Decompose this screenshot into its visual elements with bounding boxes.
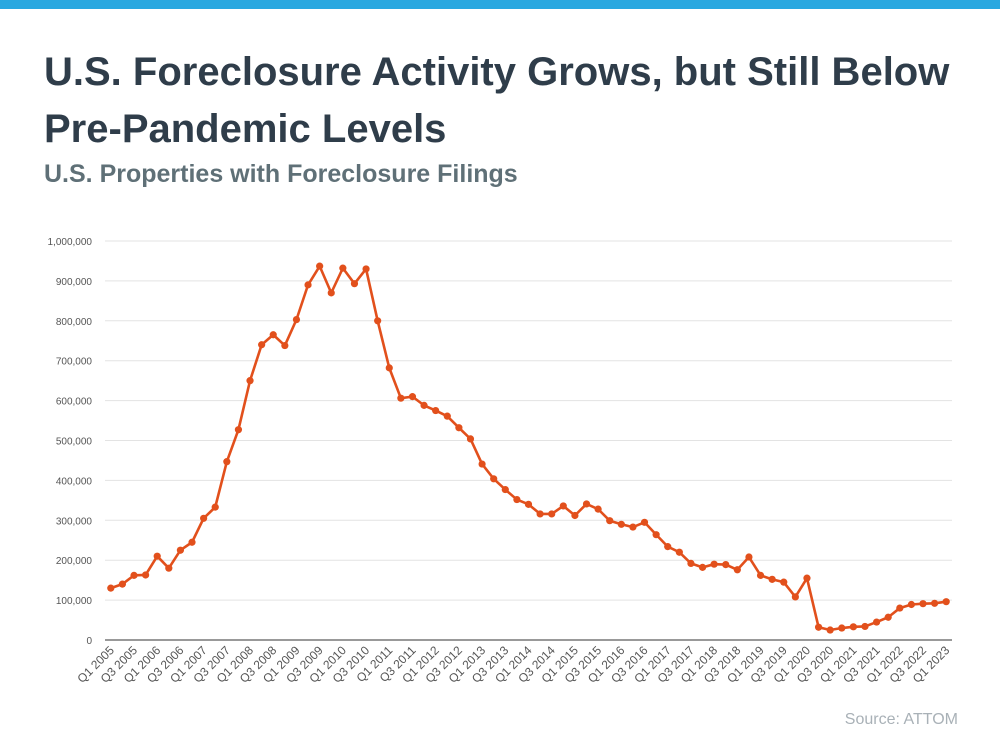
y-tick-label: 300,000 [56, 516, 93, 527]
data-point [861, 622, 869, 631]
data-point [455, 424, 463, 432]
data-point [896, 604, 904, 612]
data-point [107, 584, 115, 592]
y-tick-label: 600,000 [56, 397, 93, 408]
data-point [698, 563, 707, 571]
y-tick-label: 1,000,000 [48, 237, 93, 248]
data-point [374, 317, 382, 325]
data-point [176, 546, 185, 554]
data-point [200, 514, 208, 522]
data-point [745, 553, 753, 561]
data-point [687, 559, 695, 567]
data-point [536, 510, 544, 518]
data-point [768, 575, 776, 583]
y-tick-label: 800,000 [56, 317, 93, 328]
page-title: U.S. Foreclosure Activity Grows, but Sti… [44, 50, 950, 151]
data-point [884, 613, 892, 621]
data-point [803, 574, 811, 582]
data-point [165, 564, 173, 572]
data-point [466, 435, 475, 443]
data-point [153, 552, 161, 560]
data-point [118, 580, 127, 588]
data-point [211, 503, 219, 511]
data-point [617, 520, 625, 528]
data-point [234, 426, 243, 434]
y-tick-label: 0 [86, 636, 92, 647]
data-point [130, 571, 138, 579]
data-point [919, 600, 927, 608]
data-point [246, 377, 254, 385]
data-point [710, 560, 718, 568]
data-point [780, 578, 788, 586]
data-point [664, 543, 672, 551]
data-point [756, 571, 765, 579]
y-tick-label: 900,000 [56, 277, 93, 288]
data-point [258, 341, 266, 349]
data-point [142, 571, 150, 579]
data-point [675, 548, 683, 556]
data-point [849, 623, 857, 631]
data-point [432, 406, 440, 415]
data-point [443, 412, 451, 420]
data-point [930, 599, 939, 607]
data-point [629, 523, 637, 531]
y-tick-label: 500,000 [56, 437, 93, 448]
data-point [652, 531, 660, 539]
data-point [281, 341, 289, 350]
data-point [791, 593, 799, 601]
data-point [385, 364, 393, 372]
data-point [872, 618, 881, 626]
plot-area [107, 262, 950, 634]
data-point [304, 281, 312, 289]
chart-subtitle: U.S. Properties with Foreclosure Filings [44, 160, 518, 188]
data-point [350, 280, 359, 288]
data-point [594, 505, 602, 513]
data-point [907, 600, 915, 609]
y-tick-label: 400,000 [56, 476, 93, 487]
data-point [420, 401, 428, 409]
data-point [814, 623, 823, 631]
data-point [362, 265, 370, 273]
data-point [733, 566, 741, 574]
data-point [640, 518, 649, 526]
data-point [513, 495, 521, 504]
data-point [316, 262, 324, 270]
y-tick-label: 200,000 [56, 556, 93, 567]
data-point [397, 394, 405, 402]
data-point [327, 289, 335, 297]
data-point [582, 500, 591, 508]
data-point [490, 475, 498, 483]
data-point [548, 510, 556, 518]
data-point [188, 538, 196, 546]
data-point [606, 517, 614, 525]
gridlines [105, 240, 952, 641]
source-note: Source: ATTOM [844, 711, 958, 728]
top-accent-bar [0, 0, 1000, 9]
data-point [838, 624, 846, 632]
data-point [408, 393, 417, 401]
data-point [722, 560, 730, 569]
data-point [942, 598, 950, 606]
data-point [826, 626, 834, 634]
data-point [223, 458, 231, 466]
data-point [478, 460, 486, 468]
data-point [571, 511, 579, 520]
data-point [524, 500, 533, 508]
y-tick-label: 100,000 [56, 596, 93, 607]
data-point [339, 264, 347, 272]
data-point [269, 331, 277, 339]
data-point [559, 502, 567, 510]
y-axis: 0 100,000 200,000 300,000 400,000 500,000 600,… [48, 237, 93, 647]
data-point [292, 316, 301, 324]
data-point [501, 485, 509, 494]
y-tick-label: 700,000 [56, 357, 93, 368]
